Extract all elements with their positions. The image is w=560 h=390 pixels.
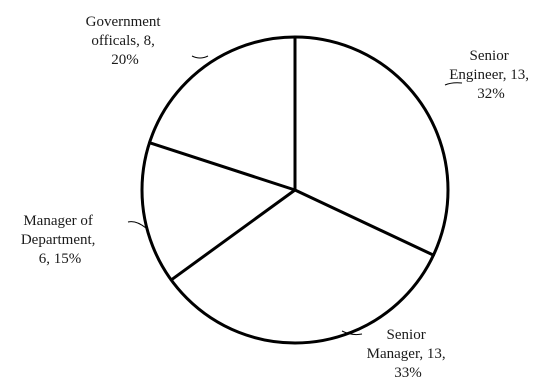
slices-layer: [142, 36, 448, 343]
slice-label-line: officals, 8,: [91, 33, 154, 49]
svg-text:Government officals, 8,: Government officals, 8, 20%: [86, 14, 165, 68]
slice-label-senior-manager: Senior Manager, 13, 33%: [367, 327, 450, 381]
slice-divider: [293, 188, 435, 257]
pie-outline: [140, 35, 450, 345]
pie-slice-manager-of-department: [142, 142, 295, 280]
slice-label-government-officals: Government officals, 8, 20%: [86, 14, 165, 68]
leader-line-senior-manager: [341, 330, 363, 336]
slice-label-manager-of-department: Manager of Department, 6, 15%: [21, 213, 99, 267]
slice-label-senior-engineer: Senior Engineer, 13, 32%: [449, 48, 533, 102]
slice-label-line: Senior: [387, 327, 426, 343]
slice-label-line: Manager of: [23, 213, 93, 229]
slice-divider: [169, 188, 297, 282]
leader-line-senior-engineer: [444, 82, 463, 86]
slice-label-line: 6, 15%: [39, 251, 82, 267]
svg-text:Manager of Department,: Manager of Department, 6, 15%: [21, 213, 99, 267]
pie-slice-senior-engineer: [295, 37, 448, 256]
slice-divider: [147, 141, 297, 192]
svg-text:Senior Manager, 13,: Senior Manager, 13, 33%: [367, 327, 450, 381]
leader-line-manager-of-department: [127, 221, 147, 229]
slice-label-line: Manager, 13,: [367, 346, 446, 362]
slice-label-line: 33%: [394, 365, 422, 381]
slice-label-line: 20%: [111, 52, 139, 68]
leader-lines: [127, 55, 463, 336]
leader-line-government-officals: [191, 55, 209, 59]
slice-label-line: Engineer, 13,: [449, 67, 529, 83]
slice-label-line: Government: [86, 14, 162, 30]
slice-label-line: Department,: [21, 232, 96, 248]
pie-slice-senior-manager: [171, 190, 434, 343]
pie-slice-government-officals: [149, 36, 295, 190]
dividers-layer: [147, 35, 435, 282]
slice-label-line: 32%: [477, 86, 505, 102]
svg-text:Senior Engineer, 13,: Senior Engineer, 13, 32%: [449, 48, 533, 102]
slice-label-line: Senior: [470, 48, 509, 64]
